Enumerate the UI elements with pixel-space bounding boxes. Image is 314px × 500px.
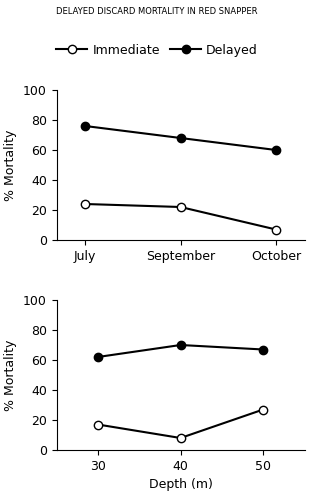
- Y-axis label: % Mortality: % Mortality: [4, 340, 17, 410]
- Delayed: [96, 354, 100, 360]
- Legend: Immediate, Delayed: Immediate, Delayed: [51, 39, 263, 62]
- Line: Delayed: Delayed: [81, 122, 280, 154]
- Immediate: [179, 204, 182, 210]
- Line: Delayed: Delayed: [94, 341, 268, 361]
- Delayed: [274, 147, 278, 153]
- Y-axis label: % Mortality: % Mortality: [4, 130, 17, 200]
- Immediate: [261, 406, 265, 412]
- Line: Immediate: Immediate: [81, 200, 280, 234]
- Immediate: [179, 435, 182, 441]
- X-axis label: Depth (m): Depth (m): [149, 478, 213, 492]
- Immediate: [83, 201, 87, 207]
- Delayed: [83, 123, 87, 129]
- Text: DELAYED DISCARD MORTALITY IN RED SNAPPER: DELAYED DISCARD MORTALITY IN RED SNAPPER: [56, 8, 258, 16]
- Delayed: [179, 342, 182, 348]
- Delayed: [261, 346, 265, 352]
- Immediate: [96, 422, 100, 428]
- Delayed: [179, 135, 182, 141]
- Line: Immediate: Immediate: [94, 406, 268, 442]
- Immediate: [274, 226, 278, 232]
